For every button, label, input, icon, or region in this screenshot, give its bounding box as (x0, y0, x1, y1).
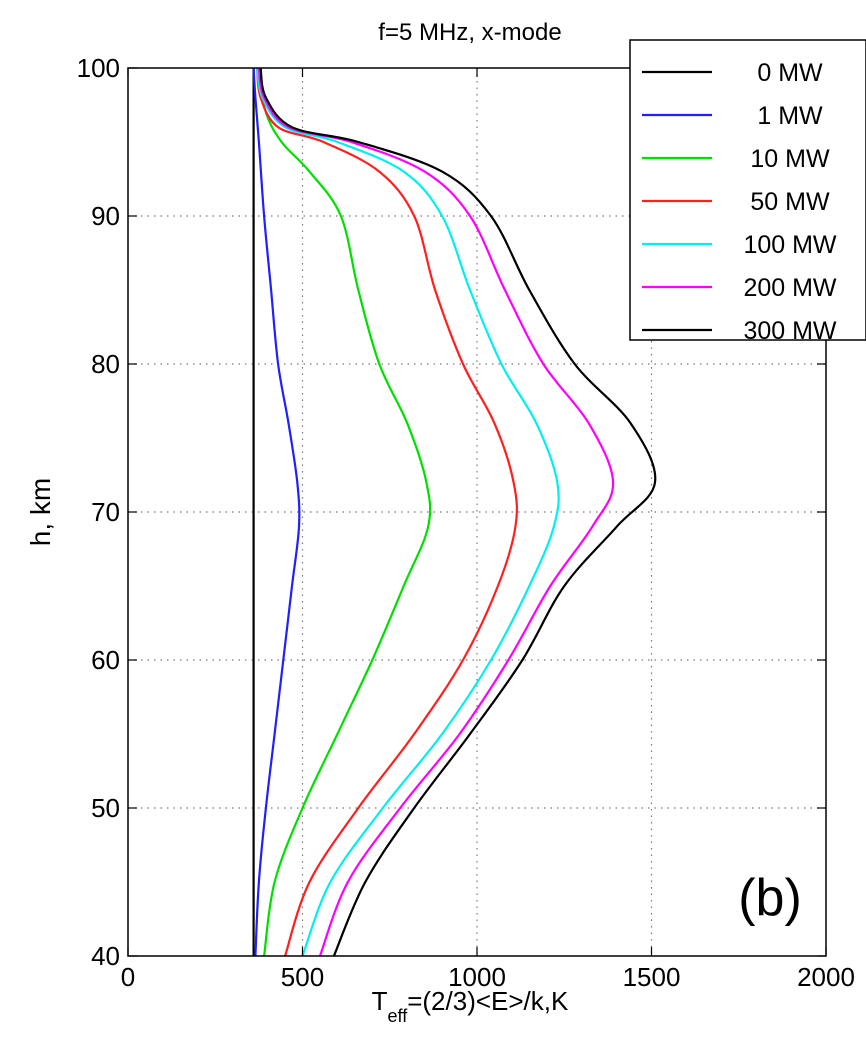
series-layer (252, 67, 657, 957)
ticks (127, 67, 827, 957)
chart-title: f=5 MHz, x-mode (378, 19, 561, 46)
x-tick-label: 1000 (448, 962, 506, 992)
legend-label-200-mw: 200 MW (743, 274, 836, 302)
x-axis-label-main: T (372, 986, 388, 1016)
series-line-200-mw (257, 67, 615, 957)
series-line-50-mw (256, 67, 518, 957)
y-axis-label: h, km (25, 478, 56, 546)
y-tick-label: 90 (91, 201, 120, 231)
y-tick-label: 100 (77, 53, 120, 83)
legend-label-300-mw: 300 MW (743, 317, 836, 345)
x-tick-label: 500 (281, 962, 324, 992)
legend-label-100-mw: 100 MW (743, 231, 836, 259)
legend-label-10-mw: 10 MW (750, 145, 830, 173)
series-line-300-mw (259, 67, 657, 957)
series-line-10-mw (256, 67, 432, 957)
legend: 0 MW 1 MW 10 MW 50 MW 100 MW 200 MW 300 MW (629, 39, 866, 345)
series-line-1-mw (252, 67, 301, 957)
x-axis-label: Teff=(2/3)<E>/k,K (372, 986, 569, 1026)
x-tick-label: 2000 (797, 962, 855, 992)
x-axis-label-rest: =(2/3)<E>/k,K (407, 986, 569, 1016)
y-tick-label: 70 (91, 497, 120, 527)
y-tick-label: 80 (91, 349, 120, 379)
series-line-100-mw (256, 67, 560, 957)
x-axis-label-sub: eff (388, 1006, 409, 1026)
y-tick-label: 50 (91, 793, 120, 823)
panel-annotation: (b) (738, 869, 802, 927)
y-tick-label: 60 (91, 645, 120, 675)
tick-labels: 0 500 1000 1500 2000 40 50 60 70 80 90 100 (77, 53, 855, 992)
y-tick-label: 40 (91, 941, 120, 971)
x-tick-label: 0 (121, 962, 135, 992)
legend-label-0-mw: 0 MW (757, 59, 823, 87)
x-tick-label: 1500 (623, 962, 681, 992)
legend-label-1-mw: 1 MW (757, 102, 823, 130)
legend-label-50-mw: 50 MW (750, 188, 830, 216)
legend-box (629, 39, 866, 341)
